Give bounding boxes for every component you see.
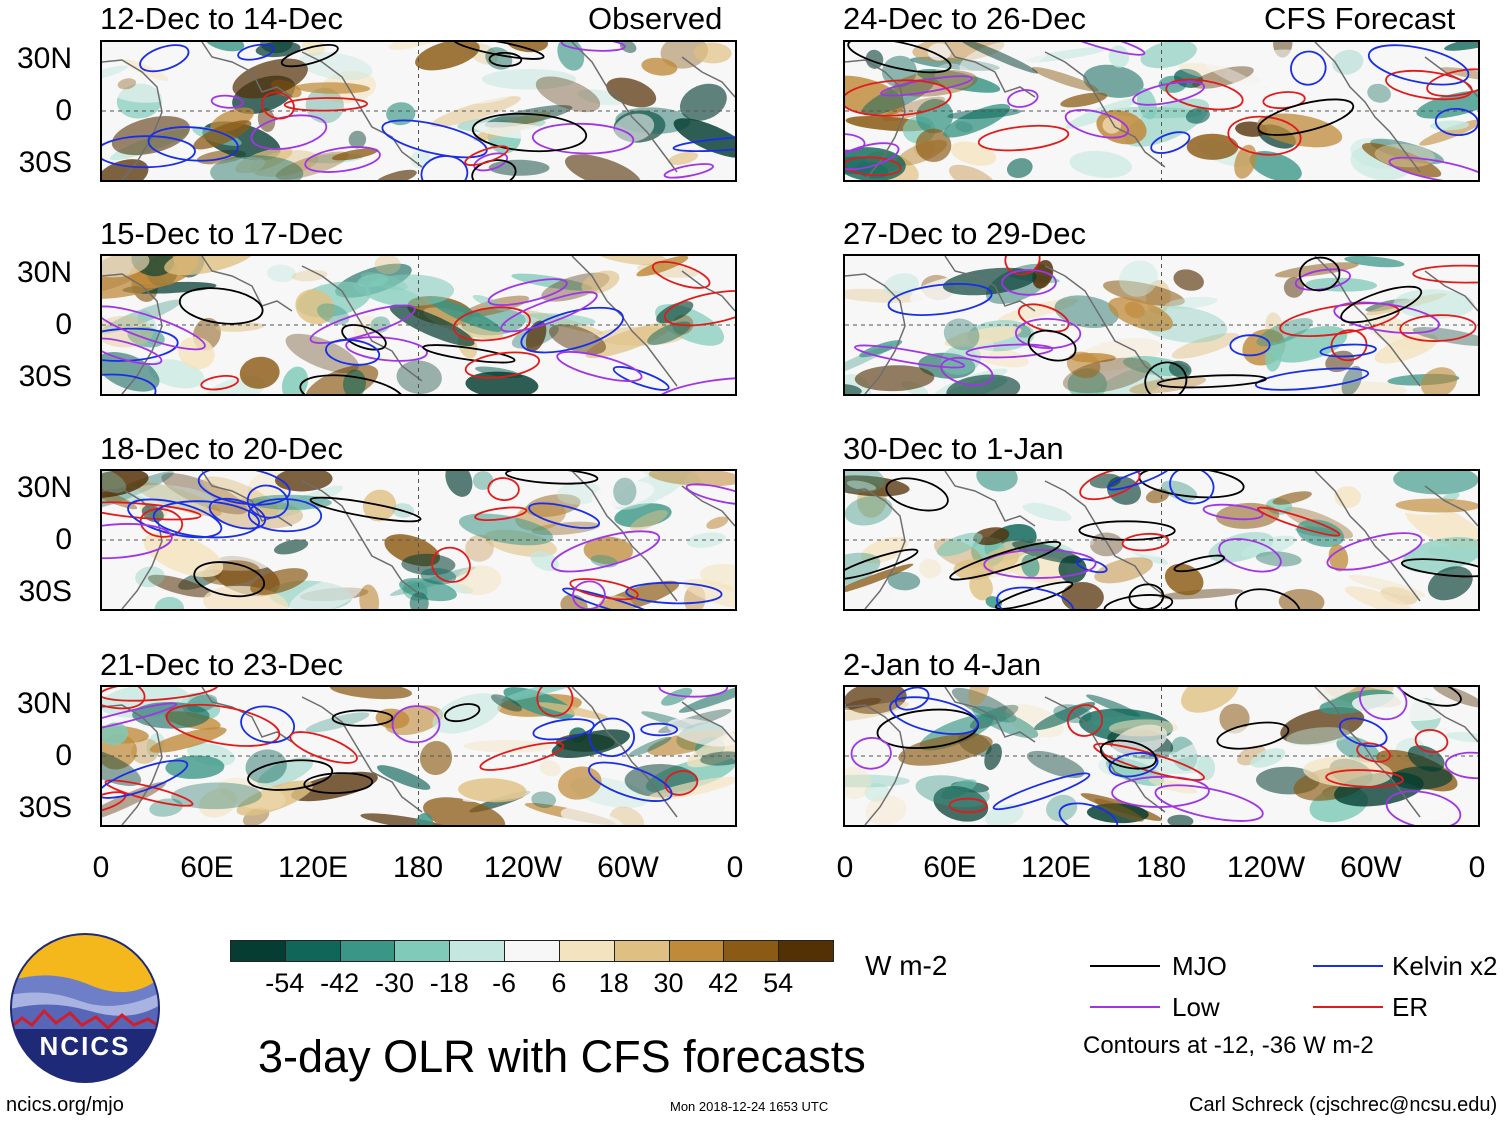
- legend-line: [1313, 1006, 1383, 1008]
- lon-label: 0: [726, 851, 744, 884]
- colorbar-swatch: [230, 940, 286, 962]
- colorbar-swatch: [449, 940, 506, 962]
- legend-label: MJO: [1172, 951, 1227, 981]
- olr-field: [102, 471, 735, 609]
- colorbar-swatch: [723, 940, 780, 962]
- main-title: 3-day OLR with CFS forecasts: [258, 1031, 866, 1082]
- lat-label: 30S: [18, 575, 72, 608]
- legend-line: [1313, 965, 1383, 967]
- lat-label: 30S: [18, 360, 72, 393]
- colorbar-tick-label: -54: [265, 968, 305, 998]
- colorbar-tick-label: 6: [551, 968, 567, 998]
- colorbar-tick-label: -18: [429, 968, 469, 998]
- olr-field: [845, 687, 1478, 825]
- colorbar-swatch: [504, 940, 560, 962]
- lon-label: 0: [92, 851, 110, 884]
- lon-label: 0: [836, 851, 854, 884]
- panel-title: 12-Dec to 14-Dec: [100, 1, 343, 36]
- legend-label: Low: [1172, 992, 1220, 1022]
- olr-field: [845, 42, 1478, 180]
- colorbar-tick-label: 30: [653, 968, 684, 998]
- colorbar-swatch: [668, 940, 725, 962]
- olr-map: [843, 254, 1480, 396]
- olr-map: [100, 685, 737, 827]
- lon-label: 60W: [1340, 851, 1402, 884]
- olr-field: [845, 471, 1478, 609]
- panel-title: 24-Dec to 26-Dec: [843, 1, 1086, 36]
- panel-title: 15-Dec to 17-Dec: [100, 216, 343, 251]
- colorbar-swatch: [394, 940, 451, 962]
- lon-label: 180: [1135, 851, 1187, 884]
- olr-map: [100, 40, 737, 182]
- colorbar-tick-label: -30: [374, 968, 414, 998]
- lon-label: 120E: [1020, 851, 1092, 884]
- colorbar-swatch: [778, 940, 834, 962]
- lon-label: 120W: [1226, 851, 1306, 884]
- olr-field: [102, 256, 735, 394]
- legend-line: [1090, 1006, 1160, 1008]
- colorbar-tick-label: -6: [492, 968, 517, 998]
- ncics-logo: NCICS: [10, 933, 160, 1083]
- colorbar-tick-label: -42: [320, 968, 360, 998]
- olr-map: [843, 469, 1480, 611]
- footer-timestamp: Mon 2018-12-24 1653 UTC: [670, 1099, 829, 1114]
- colorbar-swatch: [284, 940, 341, 962]
- lat-label: 0: [55, 739, 72, 772]
- colorbar-swatch: [558, 940, 615, 962]
- legend-line: [1090, 965, 1160, 967]
- legend-label: ER: [1392, 992, 1429, 1022]
- colorbar-swatch: [339, 940, 396, 962]
- lon-label: 60E: [923, 851, 977, 884]
- footer-credit: Carl Schreck (cjschrec@ncsu.edu): [1189, 1094, 1498, 1116]
- lat-label: 0: [55, 308, 72, 341]
- colorbar-tick-label: 42: [708, 968, 739, 998]
- legend-label: Kelvin x2: [1392, 951, 1498, 981]
- panel-title: 21-Dec to 23-Dec: [100, 647, 343, 682]
- lon-label: 180: [392, 851, 444, 884]
- lon-label: 120W: [483, 851, 563, 884]
- panel-title: 2-Jan to 4-Jan: [843, 647, 1042, 682]
- olr-field: [845, 256, 1478, 394]
- legend-note: Contours at -12, -36 W m-2: [1083, 1032, 1374, 1059]
- colorbar-tick-label: 54: [763, 968, 794, 998]
- lon-label: 120E: [277, 851, 349, 884]
- lon-label: 0: [1468, 851, 1486, 884]
- lon-label: 60E: [180, 851, 234, 884]
- lat-label: 0: [55, 523, 72, 556]
- olr-map: [100, 254, 737, 396]
- panel-label: CFS Forecast: [1264, 1, 1456, 36]
- panel-title: 30-Dec to 1-Jan: [843, 431, 1064, 466]
- colorbar-tick-label: 18: [598, 968, 629, 998]
- lon-label: 60W: [597, 851, 659, 884]
- panel-title: 27-Dec to 29-Dec: [843, 216, 1086, 251]
- colorbar: -54 -42 -30 -18 -6 6 18 30 42 54: [230, 940, 834, 1000]
- olr-map: [100, 469, 737, 611]
- lat-label: 30S: [18, 791, 72, 824]
- logo-graphic: [10, 933, 160, 1083]
- olr-map: [843, 685, 1480, 827]
- lat-label: 0: [55, 94, 72, 127]
- colorbar-swatch: [613, 940, 670, 962]
- panel-label: Observed: [588, 1, 723, 36]
- lat-label: 30N: [16, 471, 72, 504]
- footer-url[interactable]: ncics.org/mjo: [6, 1094, 124, 1116]
- lat-label: 30N: [16, 687, 72, 720]
- colorbar-unit: W m-2: [865, 950, 948, 981]
- logo-text: NCICS: [39, 1031, 131, 1061]
- olr-field: [102, 42, 735, 180]
- olr-map: [843, 40, 1480, 182]
- lat-label: 30N: [16, 256, 72, 289]
- panel-title: 18-Dec to 20-Dec: [100, 431, 343, 466]
- lat-label: 30N: [16, 42, 72, 75]
- lat-label: 30S: [18, 146, 72, 179]
- olr-field: [102, 687, 735, 825]
